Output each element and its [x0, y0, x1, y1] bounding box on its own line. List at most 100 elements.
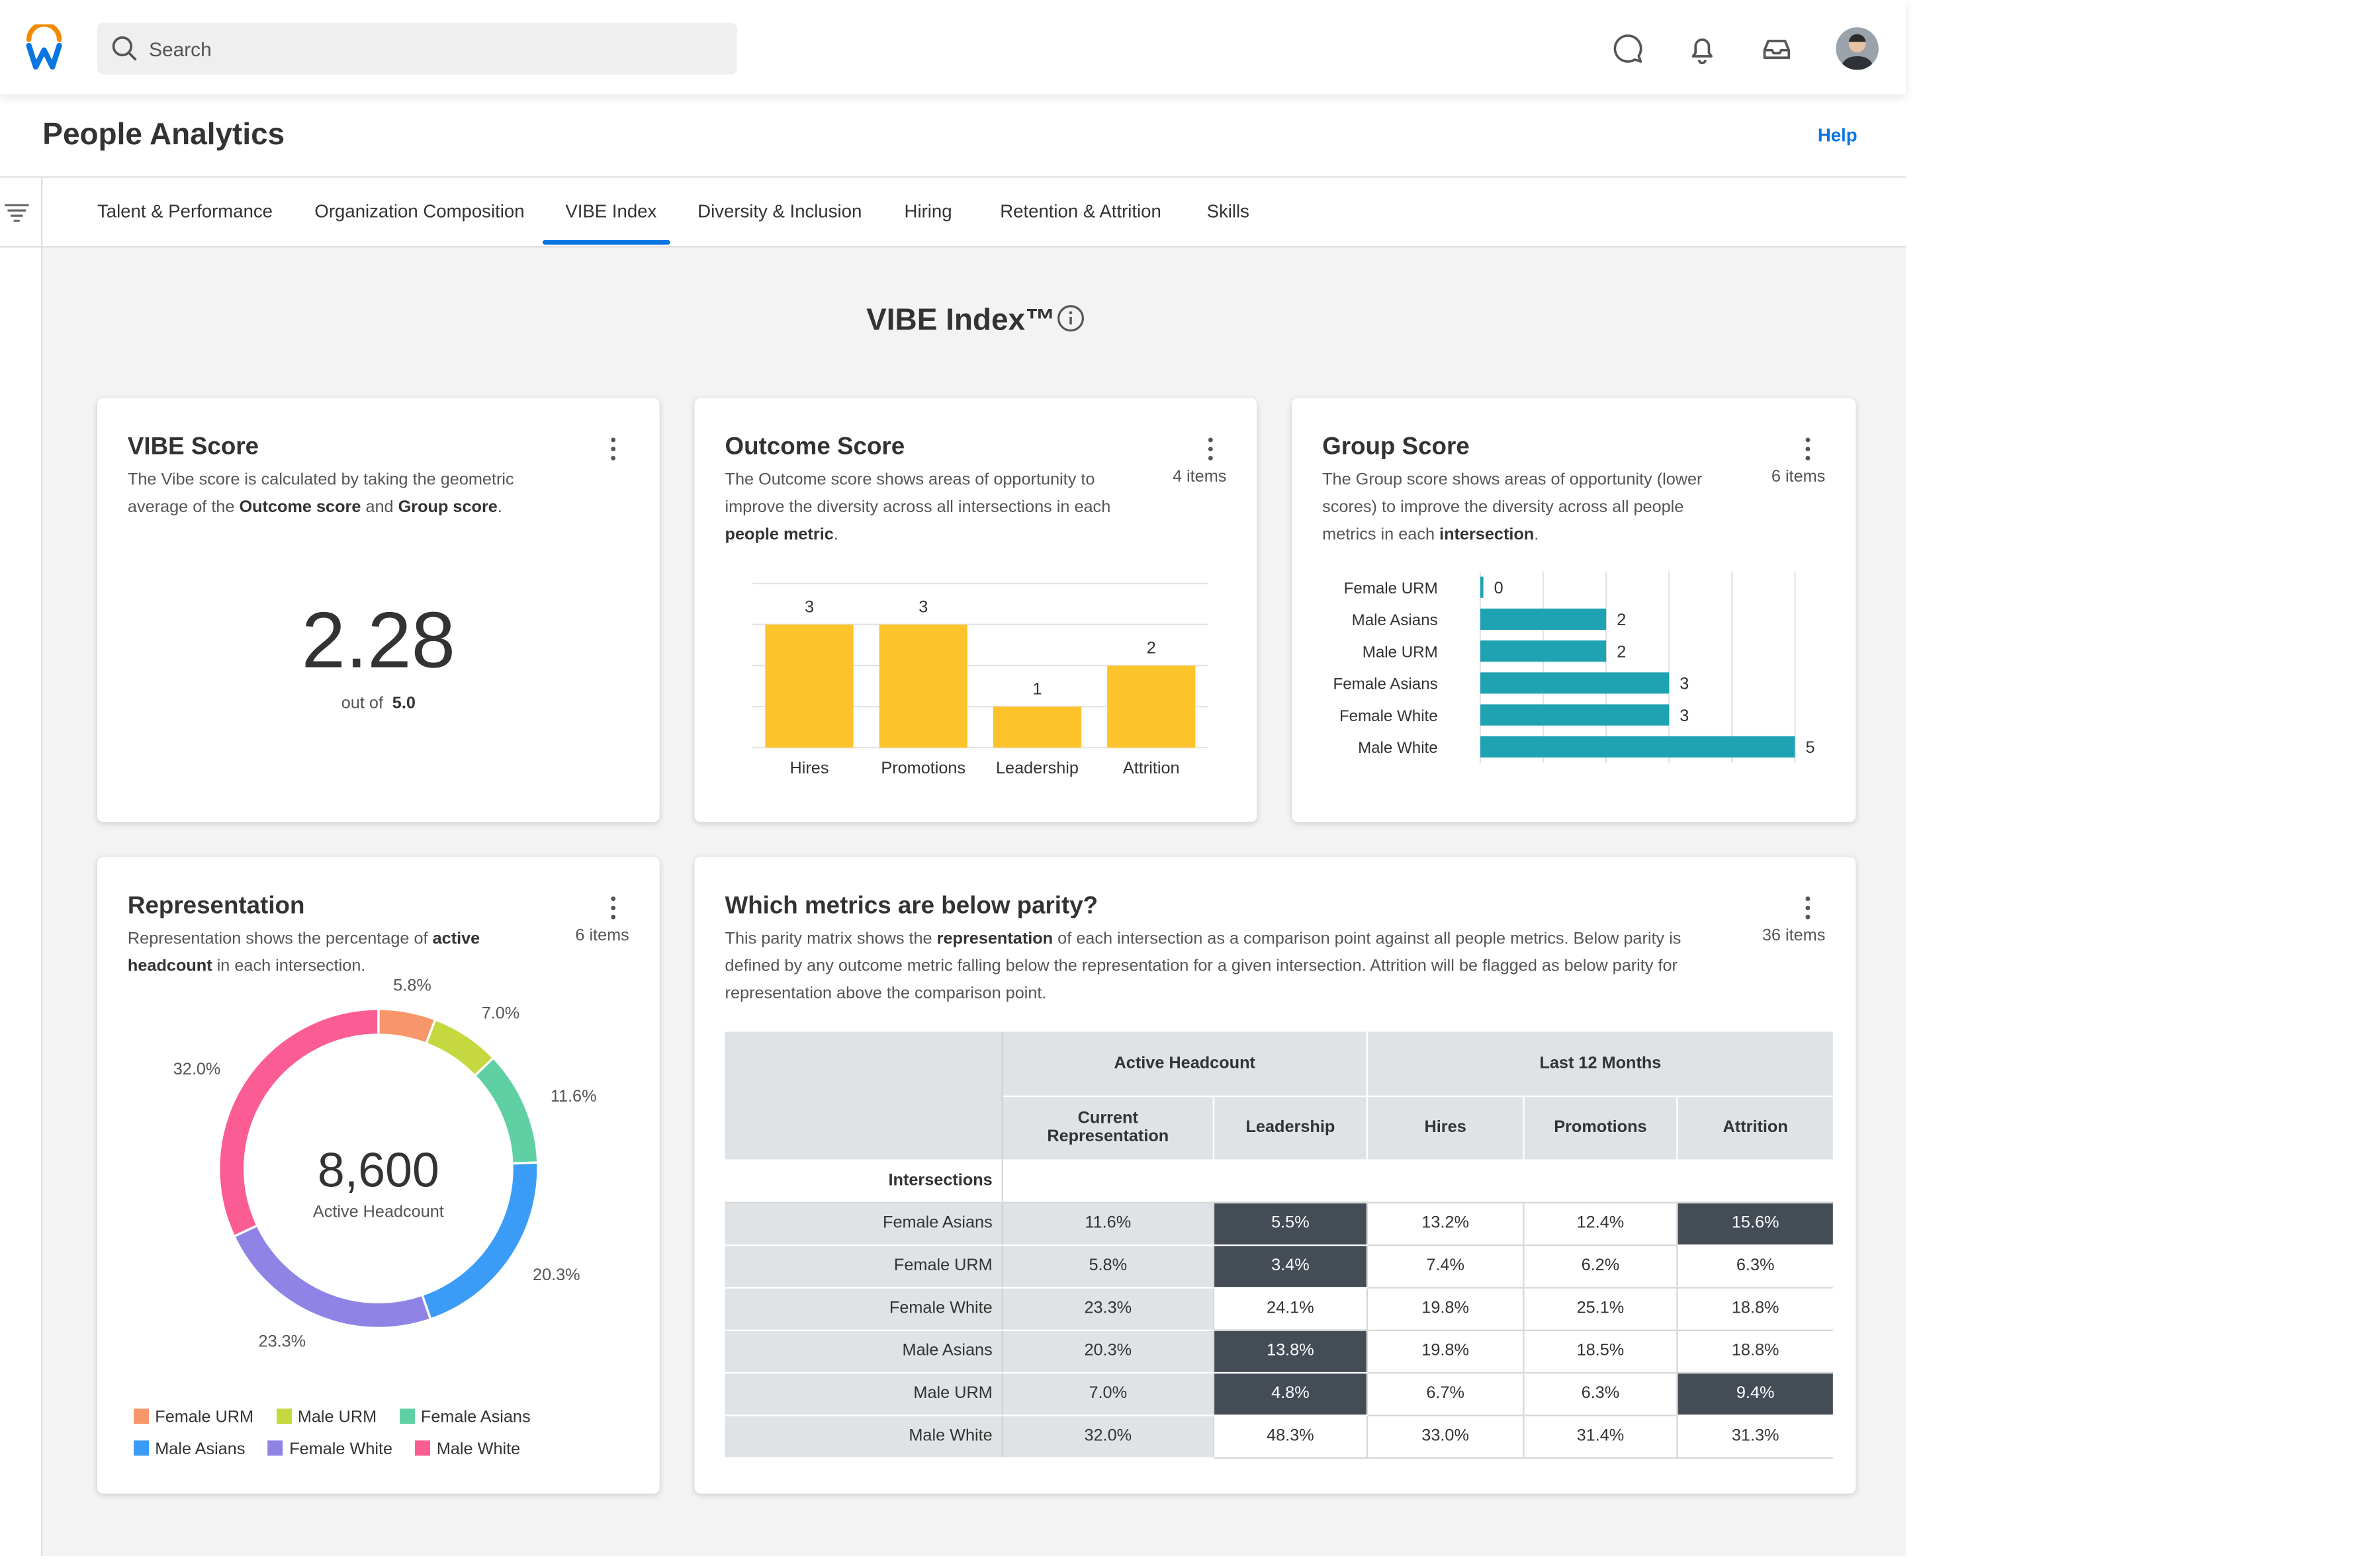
tab-talent-performance[interactable]: Talent & Performance: [97, 200, 273, 222]
slice-label-male-asians: 20.3%: [533, 1266, 580, 1284]
cell-female-urm-attrition: 6.3%: [1676, 1244, 1833, 1288]
items-count: 6 items: [1771, 468, 1826, 486]
data-label-male-white: 5: [1805, 738, 1815, 757]
col-header-leadership[interactable]: Leadership: [1213, 1095, 1368, 1160]
more-options-icon[interactable]: [1805, 896, 1811, 924]
tab-skills[interactable]: Skills: [1206, 200, 1249, 222]
cell-female-asians-leadership: 5.5%: [1212, 1201, 1367, 1246]
bar-female-white[interactable]: [1480, 704, 1670, 726]
cell-male-asians-leadership: 13.8%: [1212, 1329, 1367, 1373]
legend-item-male-asians[interactable]: Male Asians: [134, 1440, 245, 1459]
inbox-icon[interactable]: [1760, 32, 1794, 65]
representation-card: Representation 6 items Representation sh…: [97, 857, 660, 1494]
bar-male-white[interactable]: [1480, 736, 1795, 758]
tick-label-female-urm: Female URM: [1344, 580, 1438, 597]
slice-label-male-white: 32.0%: [173, 1060, 221, 1078]
cell-male-urm-attrition: 9.4%: [1676, 1372, 1833, 1416]
legend: Female URM Male URM Female Asians Male A…: [134, 1409, 531, 1459]
bar-female-asians[interactable]: [1480, 672, 1670, 694]
cell-male-white-attrition: 31.3%: [1676, 1415, 1833, 1458]
card-title: Which metrics are below parity?: [725, 893, 1099, 920]
tab-hiring[interactable]: Hiring: [904, 200, 952, 222]
left-rail-divider: [41, 177, 43, 1556]
cell-male-asians-promotions: 18.5%: [1523, 1329, 1678, 1373]
filter-icon[interactable]: [4, 204, 29, 222]
active-tab-indicator: [542, 240, 670, 245]
card-title: Outcome Score: [725, 434, 905, 460]
slice-female-urm[interactable]: [377, 1008, 437, 1045]
section-title: VIBE Index™: [866, 304, 1056, 337]
slice-label-female-urm: 5.8%: [393, 979, 431, 994]
group-bar-chart: Female URM 0 Male Asians 2 Male URM 2 Female A…: [1333, 571, 1815, 763]
tab-diversity-inclusion[interactable]: Diversity & Inclusion: [697, 200, 862, 222]
bell-icon[interactable]: [1685, 32, 1719, 65]
vibe-score-value: 2.28: [301, 597, 456, 685]
cell-male-white-leadership: 48.3%: [1212, 1415, 1367, 1458]
slice-female-asians[interactable]: [473, 1056, 539, 1165]
cell-female-white-leadership: 24.1%: [1212, 1287, 1367, 1330]
bar-male-asians[interactable]: [1480, 608, 1607, 630]
table-row: Male Asians 20.3% 13.8% 19.8% 18.5% 18.8%: [725, 1329, 1833, 1373]
more-options-icon[interactable]: [1805, 437, 1811, 464]
slice-male-white[interactable]: [218, 1008, 380, 1239]
outcome-bar-chart: 3 Hires 3 Promotions 1 Leadership 2 Attrition: [752, 582, 1208, 777]
data-label-female-urm: 0: [1494, 579, 1503, 597]
cell-female-urm-hires: 7.4%: [1366, 1244, 1524, 1288]
parity-matrix-table: Active Headcount Last 12 Months Current …: [725, 1031, 1833, 1458]
table-row: Female White 23.3% 24.1% 19.8% 25.1% 18.8%: [725, 1287, 1833, 1330]
bar-female-urm[interactable]: [1480, 576, 1484, 598]
cell-male-asians-hires: 19.8%: [1366, 1329, 1524, 1373]
more-options-icon[interactable]: [611, 896, 617, 924]
bar-hires[interactable]: [765, 624, 854, 748]
bar-male-urm[interactable]: [1480, 640, 1607, 662]
col-header-attrition[interactable]: Attrition: [1677, 1095, 1833, 1160]
items-count: 4 items: [1172, 468, 1227, 486]
chat-icon[interactable]: [1611, 32, 1645, 65]
tick-label-male-urm: Male URM: [1363, 643, 1438, 661]
slice-male-asians[interactable]: [420, 1161, 539, 1321]
tab-retention-attrition[interactable]: Retention & Attrition: [1000, 200, 1161, 222]
bar-promotions[interactable]: [879, 624, 967, 748]
card-description: The Outcome score shows areas of opportu…: [725, 470, 1111, 544]
corner-header: [725, 1031, 1003, 1160]
search-placeholder: Search: [149, 38, 212, 61]
cell-female-white-hires: 19.8%: [1366, 1287, 1524, 1330]
legend-item-female-white[interactable]: Female White: [268, 1440, 392, 1459]
col-header-hires[interactable]: Hires: [1367, 1095, 1525, 1160]
more-options-icon[interactable]: [1208, 437, 1214, 464]
cell-female-asians-hires: 13.2%: [1366, 1201, 1524, 1246]
workday-logo[interactable]: [24, 24, 64, 70]
tick-label-male-asians: Male Asians: [1352, 611, 1438, 629]
cell-male-white-current-representation: 32.0%: [1001, 1415, 1214, 1458]
legend-item-male-white[interactable]: Male White: [415, 1440, 521, 1459]
more-options-icon[interactable]: [611, 437, 617, 464]
bar-attrition[interactable]: [1107, 665, 1196, 748]
avatar[interactable]: [1836, 27, 1879, 70]
help-link[interactable]: Help: [1817, 124, 1858, 146]
cell-female-asians-attrition: 15.6%: [1676, 1201, 1833, 1246]
col-header-promotions[interactable]: Promotions: [1523, 1095, 1678, 1160]
cell-male-urm-current-representation: 7.0%: [1001, 1372, 1214, 1416]
cell-male-white-hires: 33.0%: [1366, 1415, 1524, 1458]
legend-item-female-urm[interactable]: Female URM: [134, 1409, 253, 1427]
row-header-spacer: [1001, 1159, 1833, 1203]
tab-organization-composition[interactable]: Organization Composition: [314, 200, 525, 222]
row-label-female-urm: Female URM: [725, 1244, 1003, 1288]
cell-male-urm-promotions: 6.3%: [1523, 1372, 1678, 1416]
search-input[interactable]: Search: [97, 22, 737, 75]
slice-label-female-white: 23.3%: [259, 1332, 306, 1351]
vibe-score-card: VIBE Score The Vibe score is calculated …: [97, 398, 660, 822]
card-description: This parity matrix shows the representat…: [725, 930, 1682, 1003]
card-title: Group Score: [1322, 434, 1470, 460]
card-description: The Vibe score is calculated by taking t…: [127, 470, 514, 517]
page-title: People Analytics: [42, 118, 285, 152]
info-icon[interactable]: [1056, 304, 1085, 333]
legend-item-male-urm[interactable]: Male URM: [276, 1409, 377, 1427]
user-avatar-icon: [1836, 27, 1879, 70]
slice-female-white[interactable]: [232, 1223, 432, 1329]
items-count: 36 items: [1762, 926, 1826, 945]
tab-vibe-index[interactable]: VIBE Index: [565, 200, 657, 222]
col-header-current-representation[interactable]: Current Representation: [1002, 1095, 1215, 1160]
legend-item-female-asians[interactable]: Female Asians: [399, 1409, 531, 1427]
bar-leadership[interactable]: [993, 706, 1082, 748]
